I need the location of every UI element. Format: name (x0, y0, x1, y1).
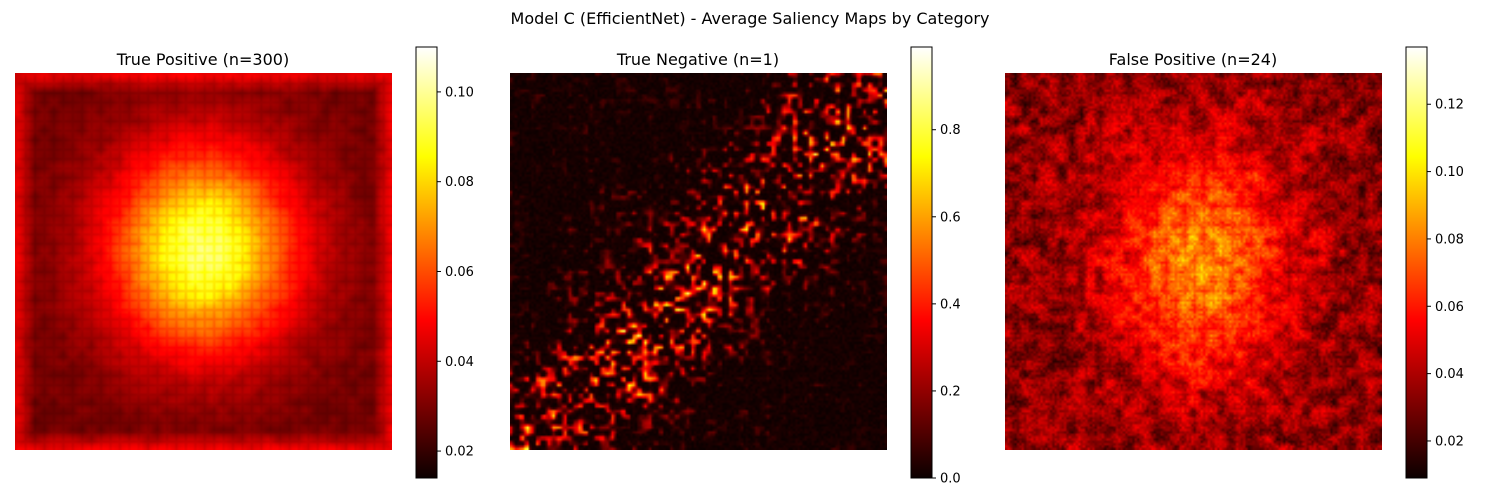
colorbar-tick-label: 0.2 (940, 384, 961, 399)
saliency-heatmap (510, 73, 887, 450)
colorbar-ticks: 0.0 0.2 0.4 0.6 0.8 (932, 123, 961, 487)
colorbar-tick-label: 0.0 (940, 472, 961, 487)
colorbar-gradient (1406, 47, 1427, 478)
colorbar-frame (1405, 46, 1428, 479)
colorbar-ticks: 0.02 0.04 0.06 0.08 0.10 0.12 (1427, 98, 1464, 449)
colorbar-tick-label: 0.02 (1435, 434, 1464, 449)
figure-suptitle: Model C (EfficientNet) - Average Salienc… (511, 9, 990, 28)
panel-true-positive: True Positive (n=300) 0.020.040.060.080.… (15, 46, 474, 479)
colorbar-gradient (416, 47, 437, 478)
colorbar-ticks: 0.02 0.04 0.06 0.08 0.10 (437, 85, 474, 460)
colorbar-frame (910, 46, 933, 479)
colorbar-tick-label: 0.10 (445, 85, 474, 100)
colorbar-tick-label: 0.02 (445, 445, 474, 460)
panel-false-positive: False Positive (n=24) 0.020.040.060.080.… (1005, 46, 1464, 479)
colorbar-frame (415, 46, 438, 479)
colorbar-tick-label: 0.10 (1435, 165, 1464, 180)
colorbar-tick-label: 0.12 (1435, 98, 1464, 113)
colorbar-tick-label: 0.08 (445, 175, 474, 190)
colorbar-tick-label: 0.4 (940, 297, 961, 312)
panel-true-negative: True Negative (n=1) 0.0 0.2 0.4 0.6 0.8 (510, 46, 961, 487)
panel-title: True Negative (n=1) (616, 50, 779, 69)
colorbar-tick-label: 0.06 (445, 265, 474, 280)
colorbar-tick-label: 0.04 (445, 355, 474, 370)
colorbar-tick-label: 0.8 (940, 123, 961, 138)
panel-title: False Positive (n=24) (1109, 50, 1277, 69)
colorbar-tick-label: 0.04 (1435, 367, 1464, 382)
saliency-heatmap (15, 73, 392, 450)
saliency-heatmap (1005, 73, 1382, 450)
colorbar: 0.02 0.04 0.06 0.08 0.10 0.12 (1405, 46, 1464, 479)
colorbar: 0.02 0.04 0.06 0.08 0.10 (415, 46, 474, 479)
colorbar: 0.0 0.2 0.4 0.6 0.8 (910, 46, 961, 487)
colorbar-tick-label: 0.06 (1435, 300, 1464, 315)
colorbar-tick-label: 0.08 (1435, 232, 1464, 247)
colorbar-gradient (911, 47, 932, 478)
panel-title: True Positive (n=300) (116, 50, 289, 69)
colorbar-tick-label: 0.6 (940, 210, 961, 225)
